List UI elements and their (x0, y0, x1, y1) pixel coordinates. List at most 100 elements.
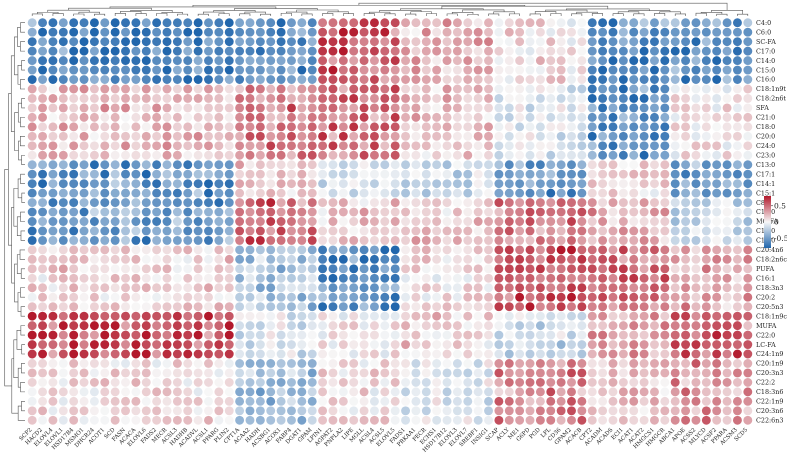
heatmap-cell (110, 160, 120, 170)
heatmap-cell (629, 27, 639, 37)
heatmap-cell (349, 387, 359, 397)
heatmap-cell (359, 235, 369, 245)
heatmap-cell (691, 273, 701, 283)
heatmap-cell (681, 235, 691, 245)
heatmap-cell (494, 406, 504, 416)
heatmap-cell (89, 141, 99, 151)
heatmap-cell (38, 359, 48, 368)
colorbar-tick-label: 0 (774, 218, 779, 227)
heatmap-cell (79, 302, 89, 312)
heatmap-cell (712, 18, 722, 28)
heatmap-cell (152, 245, 162, 255)
heatmap-cell (546, 27, 556, 37)
heatmap-cell (338, 37, 348, 47)
heatmap-cell (701, 150, 711, 160)
heatmap-cell (535, 75, 545, 84)
heatmap-cell (452, 245, 462, 255)
heatmap-cell (131, 65, 141, 75)
heatmap-cell (701, 349, 711, 359)
heatmap-cell (204, 65, 213, 75)
heatmap-cell (172, 226, 182, 236)
heatmap-cell (131, 150, 141, 160)
heatmap-cell (484, 198, 493, 208)
heatmap-cell (131, 103, 141, 113)
heatmap-cell (38, 150, 48, 160)
heatmap-cell (421, 254, 431, 264)
heatmap-cell (69, 84, 79, 94)
heatmap-cell (577, 321, 587, 331)
heatmap-cell (515, 415, 525, 425)
heatmap-cell (307, 311, 317, 321)
heatmap-cell (89, 217, 99, 226)
heatmap-cell (587, 207, 597, 217)
heatmap-cell (245, 198, 255, 208)
heatmap-cell (743, 292, 753, 302)
heatmap-cell (670, 406, 680, 416)
heatmap-cell (307, 387, 317, 397)
heatmap-cell (69, 415, 79, 425)
heatmap-cell (608, 226, 618, 236)
heatmap-cell (183, 103, 193, 113)
heatmap-cell (214, 292, 224, 302)
heatmap-cell (328, 311, 338, 321)
dendrogram-branch (21, 192, 25, 203)
row-label: C20:5n3 (756, 303, 783, 311)
heatmap-cell (463, 46, 473, 56)
heatmap-cell (359, 84, 369, 94)
heatmap-cell (421, 217, 431, 226)
heatmap-cell (58, 273, 68, 283)
heatmap-cell (504, 396, 514, 406)
heatmap-cell (587, 349, 597, 359)
heatmap-cell (359, 198, 369, 208)
heatmap-cell (204, 245, 213, 255)
heatmap-cell (38, 406, 48, 416)
heatmap-cell (546, 207, 556, 217)
heatmap-cell (172, 340, 182, 349)
heatmap-cell (369, 65, 379, 75)
heatmap-cell (255, 273, 265, 283)
heatmap-cell (27, 340, 37, 349)
heatmap-cell (421, 368, 431, 378)
heatmap-cell (338, 283, 348, 293)
heatmap-cell (58, 245, 68, 255)
heatmap-cell (484, 340, 493, 349)
heatmap-cell (535, 235, 545, 245)
heatmap-cell (27, 131, 37, 141)
heatmap-cell (535, 65, 545, 75)
heatmap-cell (732, 387, 742, 397)
heatmap-cell (100, 131, 110, 141)
heatmap-cell (577, 84, 587, 94)
heatmap-cell (473, 226, 483, 236)
heatmap-cell (535, 141, 545, 151)
heatmap-cell (556, 377, 566, 387)
heatmap-cell (608, 84, 618, 94)
heatmap-cell (494, 46, 504, 56)
heatmap-cell (380, 169, 390, 179)
heatmap-cell (204, 226, 213, 236)
heatmap-cell (535, 112, 545, 122)
heatmap-cell (193, 311, 203, 321)
heatmap-cell (58, 179, 68, 189)
heatmap-cell (629, 387, 639, 397)
heatmap-cell (712, 235, 722, 245)
heatmap-cell (131, 406, 141, 416)
heatmap-cell (193, 46, 203, 56)
heatmap-cell (618, 245, 628, 255)
heatmap-cell (722, 65, 732, 75)
heatmap-cell (183, 349, 193, 359)
heatmap-cell (722, 18, 732, 28)
heatmap-cell (48, 235, 58, 245)
dendrogram-branch (654, 13, 666, 16)
heatmap-cell (245, 46, 255, 56)
heatmap-cell (79, 18, 89, 28)
heatmap-cell (712, 330, 722, 340)
heatmap-cell (349, 207, 359, 217)
row-label: C17:0 (756, 47, 775, 55)
heatmap-cell (432, 65, 442, 75)
heatmap-cell (297, 235, 307, 245)
heatmap-cell (235, 112, 245, 122)
heatmap-cell (162, 84, 172, 94)
heatmap-cell (141, 169, 151, 179)
heatmap-cell (380, 340, 390, 349)
heatmap-cell (27, 160, 37, 170)
